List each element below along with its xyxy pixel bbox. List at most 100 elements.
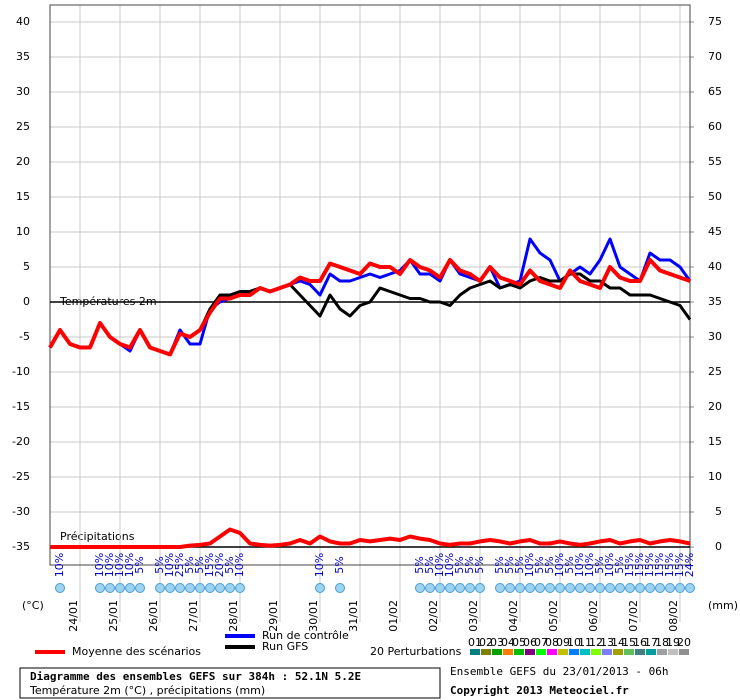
perturbation-number: 03 — [490, 636, 504, 649]
legend-label: Run de contrôle — [262, 629, 349, 642]
snow-label: 5% — [223, 556, 236, 573]
snow-label: 5% — [413, 556, 426, 573]
perturbation-swatch — [635, 649, 645, 655]
legend-label: Run GFS — [262, 640, 308, 653]
snow-icon — [135, 583, 145, 593]
snow-label: 5% — [133, 556, 146, 573]
snow-label: 15% — [623, 553, 636, 577]
y2-tick-label: 20 — [708, 400, 722, 413]
perturbation-number: 10 — [567, 636, 581, 649]
y-tick-label: 10 — [16, 225, 30, 238]
x-tick-label: 08/02 — [667, 600, 680, 632]
y-tick-label: -20 — [12, 435, 30, 448]
snow-icon — [455, 583, 465, 593]
snow-label: 5% — [543, 556, 556, 573]
snow-label: 10% — [553, 553, 566, 577]
perturbation-swatch — [558, 649, 568, 655]
y-tick-label: 40 — [16, 15, 30, 28]
perturbation-swatch — [679, 649, 689, 655]
snow-label: 15% — [663, 553, 676, 577]
x-tick-label: 25/01 — [107, 600, 120, 632]
snow-label: 10% — [523, 553, 536, 577]
snow-label: 5% — [513, 556, 526, 573]
perturbation-number: 04 — [501, 636, 515, 649]
series-line — [50, 527, 691, 549]
x-tick-label: 31/01 — [347, 600, 360, 632]
snow-label: 10% — [433, 553, 446, 577]
y-tick-label: -25 — [12, 470, 30, 483]
perturbation-swatch — [591, 649, 601, 655]
snow-icon — [315, 583, 325, 593]
snow-icon — [335, 583, 345, 593]
snow-icon — [465, 583, 475, 593]
snow-label: 10% — [443, 553, 456, 577]
snow-label: 10% — [313, 553, 326, 577]
y2-tick-label: 15 — [708, 435, 722, 448]
snow-icon — [215, 583, 225, 593]
snow-label: 10% — [123, 553, 136, 577]
snow-label: 10% — [103, 553, 116, 577]
snow-label: 10% — [53, 553, 66, 577]
snow-icon — [595, 583, 605, 593]
snow-label: 5% — [193, 556, 206, 573]
snow-icon — [175, 583, 185, 593]
y2-tick-label: 45 — [708, 225, 722, 238]
y2-tick-label: 10 — [708, 470, 722, 483]
legend-label: Moyenne des scénarios — [72, 645, 201, 658]
snow-icon — [515, 583, 525, 593]
snow-icon — [625, 583, 635, 593]
perturbation-swatch — [646, 649, 656, 655]
snow-icon — [235, 583, 245, 593]
y-tick-label: -35 — [12, 540, 30, 553]
perturbation-number: 12 — [589, 636, 603, 649]
y-axis-label: (°C) — [22, 599, 44, 612]
perturbation-number: 14 — [611, 636, 625, 649]
perturbation-number: 20 — [677, 636, 691, 649]
perturbation-swatch — [536, 649, 546, 655]
y-tick-label: -15 — [12, 400, 30, 413]
snow-icon — [615, 583, 625, 593]
x-tick-label: 28/01 — [227, 600, 240, 632]
snow-icon — [505, 583, 515, 593]
perturbation-swatch — [470, 649, 480, 655]
perturbation-number: 11 — [578, 636, 592, 649]
footer-box — [19, 667, 441, 699]
snow-label: 15% — [203, 553, 216, 577]
snow-icon — [95, 583, 105, 593]
y2-tick-label: 75 — [708, 15, 722, 28]
snow-label: 10% — [603, 553, 616, 577]
perturbation-number: 02 — [479, 636, 493, 649]
x-tick-label: 27/01 — [187, 600, 200, 632]
snow-icon — [165, 583, 175, 593]
y2-axis-label: (mm) — [708, 599, 738, 612]
snow-label: 15% — [673, 553, 686, 577]
perturbation-swatch — [668, 649, 678, 655]
y-tick-label: -30 — [12, 505, 30, 518]
y-tick-label: 35 — [16, 50, 30, 63]
snow-icon — [435, 583, 445, 593]
y-tick-label: 15 — [16, 190, 30, 203]
precip-label: Précipitations — [60, 530, 135, 543]
series-line — [48, 258, 691, 357]
snow-label: 10% — [583, 553, 596, 577]
snow-label: 5% — [333, 556, 346, 573]
plot-frame — [49, 4, 691, 566]
perturbation-swatch — [569, 649, 579, 655]
y2-tick-label: 0 — [715, 540, 722, 553]
x-tick-label: 07/02 — [627, 600, 640, 632]
perturbation-number: 07 — [534, 636, 548, 649]
snow-label: 10% — [233, 553, 246, 577]
snow-label: 15% — [653, 553, 666, 577]
snow-label: 5% — [593, 556, 606, 573]
plot-area — [50, 5, 690, 565]
x-tick-label: 26/01 — [147, 600, 160, 632]
snow-icon — [645, 583, 655, 593]
y-tick-label: 30 — [16, 85, 30, 98]
snow-icon — [475, 583, 485, 593]
perturbation-number: 19 — [666, 636, 680, 649]
snow-icon — [205, 583, 215, 593]
snow-label: 10% — [163, 553, 176, 577]
perturbation-number: 18 — [655, 636, 669, 649]
snow-label: 15% — [643, 553, 656, 577]
